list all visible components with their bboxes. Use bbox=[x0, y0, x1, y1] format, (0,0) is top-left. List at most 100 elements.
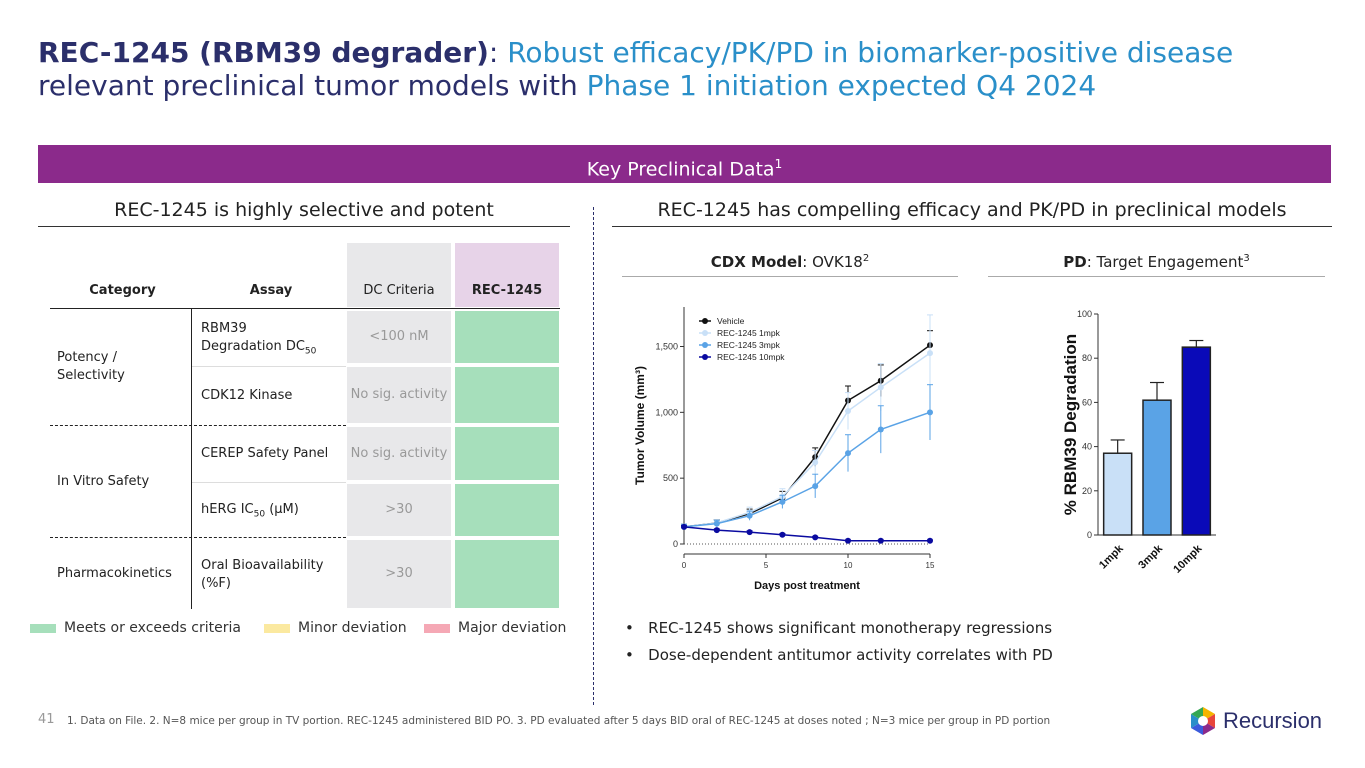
legend-minor: Minor deviation bbox=[264, 620, 407, 636]
dc-herg: >30 bbox=[347, 484, 451, 536]
x-tick-label: 0 bbox=[682, 561, 687, 570]
legend-meets-label: Meets or exceeds criteria bbox=[64, 620, 241, 636]
bullet-1: • REC-1245 shows significant monotherapy… bbox=[625, 619, 1053, 637]
bullet-2-text: Dose-dependent antitumor activity correl… bbox=[648, 646, 1053, 664]
header-assay: Assay bbox=[249, 283, 293, 298]
group-separator-1 bbox=[50, 425, 346, 426]
x-tick-label: 15 bbox=[926, 561, 935, 570]
tumor-volume-chart: 0 500 1,000 1,500 0 5 10 15 Days post treatment T… bbox=[633, 307, 935, 592]
rec-header-bg bbox=[455, 243, 559, 307]
y-tick-label: 20 bbox=[1082, 486, 1092, 496]
y-tick-label: 40 bbox=[1082, 442, 1092, 452]
x-category-label: 1mpk bbox=[1097, 542, 1126, 571]
category-safety: In Vitro Safety bbox=[57, 474, 150, 489]
bar-3mpk bbox=[1142, 399, 1172, 536]
assay-rbm39-b: Degradation DC bbox=[201, 339, 305, 354]
legend-meets-swatch bbox=[30, 623, 56, 633]
pd-subheading: PD: Target Engagement3 bbox=[988, 253, 1325, 271]
series-line-3 bbox=[683, 526, 930, 542]
data-point bbox=[746, 529, 753, 536]
x-tick-label: 5 bbox=[764, 561, 769, 570]
legend-label-1: REC-1245 1mpk bbox=[717, 328, 781, 338]
data-point bbox=[746, 512, 753, 519]
banner-sup: 1 bbox=[774, 157, 783, 171]
bar-10mpk bbox=[1181, 346, 1212, 536]
row-separator bbox=[192, 482, 346, 483]
series-line-1 bbox=[683, 352, 931, 528]
legend-marker-0 bbox=[702, 318, 708, 324]
cdx-subheading-rule bbox=[622, 276, 958, 277]
cdx-rest: : OVK18 bbox=[802, 253, 863, 271]
header-rec-1245: REC-1245 bbox=[471, 283, 543, 298]
legend-marker-2 bbox=[702, 342, 708, 348]
header-category: Category bbox=[89, 283, 156, 298]
left-heading: REC-1245 is highly selective and potent bbox=[114, 199, 494, 221]
y-axis-label: Tumor Volume (mm³) bbox=[633, 366, 647, 485]
cdx-subheading: CDX Model: OVK182 bbox=[622, 253, 958, 271]
x-tick-label: 10 bbox=[844, 561, 853, 570]
data-point bbox=[927, 409, 933, 416]
title-colon: : bbox=[488, 36, 508, 69]
rec-herg-result bbox=[455, 484, 559, 536]
series-line-2 bbox=[683, 411, 931, 528]
data-point bbox=[877, 384, 884, 391]
x-axis-label: Days post treatment bbox=[754, 580, 860, 592]
right-heading-rule bbox=[612, 226, 1332, 227]
footnotes: 1. Data on File. 2. N=8 mice per group i… bbox=[67, 715, 1051, 727]
y-tick-label: 1,000 bbox=[655, 407, 678, 417]
dc-rbm39: <100 nM bbox=[347, 311, 451, 363]
section-divider bbox=[593, 207, 594, 705]
group-separator-2 bbox=[50, 537, 346, 538]
data-point bbox=[812, 483, 819, 490]
dc-criteria-header-bg bbox=[347, 243, 451, 307]
rec-oral-result bbox=[455, 540, 559, 608]
pd-rest: : Target Engagement bbox=[1086, 253, 1244, 271]
legend-marker-1 bbox=[702, 330, 708, 336]
dc-cdk12: No sig. activity bbox=[347, 367, 451, 423]
pd-sup: 3 bbox=[1243, 253, 1250, 264]
assay-herg-a: hERG IC bbox=[201, 502, 254, 517]
assay-rbm39-sub: 50 bbox=[304, 346, 317, 357]
y-tick-label: 100 bbox=[1077, 309, 1092, 319]
cdx-sup: 2 bbox=[862, 253, 870, 264]
data-point bbox=[927, 350, 933, 357]
recursion-hexagon-icon bbox=[1191, 707, 1215, 735]
assay-rbm39-a: RBM39 bbox=[201, 321, 247, 336]
bar-1mpk bbox=[1102, 452, 1133, 536]
assay-oral: Oral Bioavailability (%F) bbox=[201, 558, 324, 591]
assay-herg-b: (µM) bbox=[265, 502, 299, 517]
data-point bbox=[812, 459, 819, 466]
data-point bbox=[812, 534, 819, 541]
legend-major-label: Major deviation bbox=[458, 620, 567, 636]
assay-herg: hERG IC50 (µM) bbox=[201, 502, 346, 520]
rec-cerep-result bbox=[455, 427, 559, 480]
data-point bbox=[845, 450, 851, 457]
data-point bbox=[779, 531, 786, 538]
data-point bbox=[713, 520, 720, 527]
left-heading-rule bbox=[38, 226, 570, 227]
y-tick-label: 500 bbox=[663, 473, 678, 483]
dc-cerep: No sig. activity bbox=[347, 427, 451, 480]
dc-oral: >30 bbox=[347, 540, 451, 608]
y-axis-label: % RBM39 Degradation bbox=[1061, 334, 1080, 515]
title-dark-2: relevant preclinical tumor models with bbox=[38, 69, 587, 102]
data-point bbox=[713, 527, 720, 534]
x-category-label: 10mpk bbox=[1171, 542, 1205, 576]
legend-major: Major deviation bbox=[424, 620, 566, 636]
legend-minor-label: Minor deviation bbox=[298, 620, 407, 636]
y-tick-label: 0 bbox=[673, 539, 678, 549]
data-point bbox=[845, 408, 851, 415]
assay-cdk12: CDK12 Kinase bbox=[201, 388, 293, 403]
pd-bold: PD bbox=[1063, 253, 1087, 271]
legend-meets: Meets or exceeds criteria bbox=[30, 620, 241, 636]
legend-label-3: REC-1245 10mpk bbox=[717, 352, 785, 362]
row-separator bbox=[192, 366, 346, 367]
assay-herg-sub: 50 bbox=[253, 509, 266, 520]
y-tick-label: 60 bbox=[1082, 397, 1092, 407]
legend-marker-3 bbox=[702, 354, 708, 360]
assay-rbm39: RBM39 Degradation DC50 bbox=[201, 320, 346, 361]
page-title: REC-1245 (RBM39 degrader): Robust effica… bbox=[38, 36, 1338, 102]
legend-label-0: Vehicle bbox=[717, 316, 745, 326]
y-tick-label: 0 bbox=[1087, 530, 1092, 540]
recursion-logo: Recursion bbox=[1189, 706, 1322, 736]
